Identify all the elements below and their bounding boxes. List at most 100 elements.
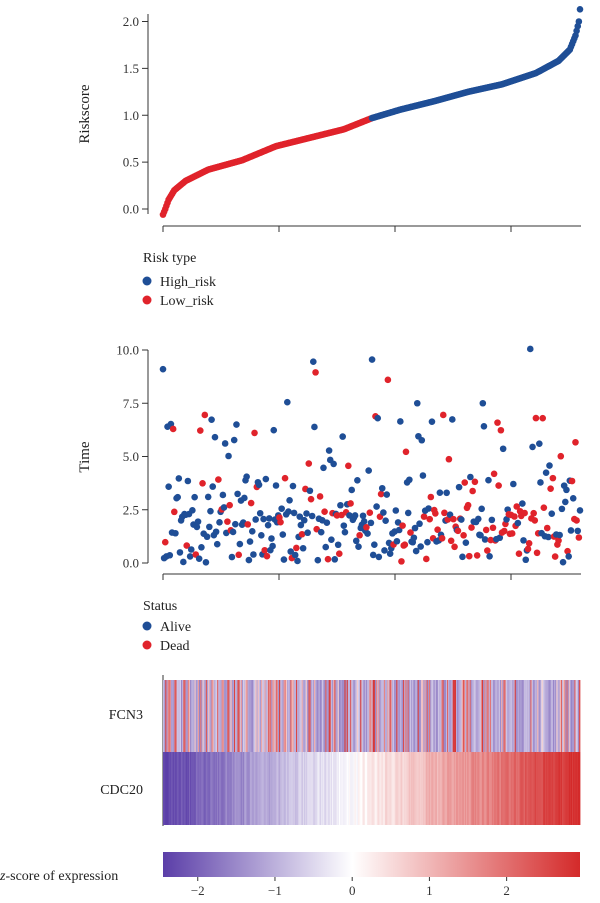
heatmap-cell-fcn3 [306,680,308,752]
time-point [284,398,291,406]
time-point [484,547,491,554]
heatmap-cell-cdc20 [308,752,310,825]
heatmap-cell-fcn3 [177,680,180,752]
heatmap-cell-cdc20 [240,752,243,825]
time-point [314,556,322,564]
heatmap-cell-cdc20 [557,752,559,825]
time-point [176,549,184,556]
heatmap-cell-fcn3 [190,680,192,752]
heatmap-cell-fcn3 [453,680,456,752]
heatmap-cell-fcn3 [374,680,377,752]
time-y-title: Time [77,441,93,472]
heatmap-cell-fcn3 [181,680,183,752]
time-point [406,476,413,484]
heatmap-cell-fcn3 [172,680,174,752]
heatmap-cell-cdc20 [555,752,557,825]
heatmap-cell-fcn3 [288,680,290,752]
time-point [322,543,330,551]
heatmap-cell-cdc20 [234,752,236,825]
heatmap-cell-cdc20 [414,752,416,825]
heatmap-cell-cdc20 [271,752,273,825]
heatmap-cell-cdc20 [397,752,399,825]
heatmap-cell-cdc20 [505,752,508,825]
heatmap-cell-cdc20 [566,752,569,825]
heatmap-cell-fcn3 [361,680,363,752]
heatmap-cell-fcn3 [467,680,469,752]
heatmap-cell-fcn3 [470,680,473,752]
heatmap-cell-cdc20 [166,752,168,825]
heatmap-cell-fcn3 [310,680,313,752]
heatmap-cell-cdc20 [165,752,167,825]
heatmap-cell-fcn3 [327,680,330,752]
heatmap-cell-fcn3 [262,680,264,752]
heatmap-cell-fcn3 [492,680,494,752]
heatmap-cell-cdc20 [219,752,221,825]
heatmap-cell-cdc20 [303,752,306,825]
heatmap-cell-fcn3 [528,680,530,752]
heatmap-cell-cdc20 [366,752,369,825]
heatmap-cell-cdc20 [179,752,182,825]
heatmap-cell-cdc20 [576,752,579,825]
heatmap-cell-cdc20 [547,752,549,825]
heatmap-cell-fcn3 [436,680,439,752]
riskscore-y-tick-label: 0.0 [123,202,139,217]
time-point [261,546,269,554]
time-point [307,495,315,503]
heatmap-cell-cdc20 [529,752,531,825]
heatmap-cell-cdc20 [336,752,339,825]
time-point [413,399,421,407]
heatmap-cell-fcn3 [311,680,314,752]
heatmap-cell-fcn3 [538,680,540,752]
heatmap-cell-cdc20 [235,752,237,825]
heatmap-cell-fcn3 [421,680,423,752]
time-y-tick-label: 5.0 [123,449,139,464]
time-point [308,512,316,520]
heatmap-cell-cdc20 [350,752,352,825]
heatmap-cell-cdc20 [169,752,172,825]
time-point [371,541,378,548]
heatmap-cell-cdc20 [282,752,284,825]
colorbar-title-z: z [0,869,6,884]
heatmap-cell-fcn3 [533,680,536,752]
time-point [407,529,414,536]
heatmap-cell-cdc20 [267,752,270,825]
heatmap-cell-fcn3 [570,680,573,752]
heatmap-cell-fcn3 [433,680,436,752]
expression-heatmap: FCN3 CDC20 [100,675,581,826]
heatmap-cell-fcn3 [494,680,496,752]
time-point [341,528,349,536]
heatmap-cell-fcn3 [364,680,367,752]
heatmap-cell-fcn3 [376,680,378,752]
time-point [383,491,391,498]
heatmap-cell-fcn3 [476,680,478,752]
heatmap-cell-fcn3 [460,680,463,752]
heatmap-cell-fcn3 [256,680,259,752]
heatmap-cell-fcn3 [337,680,340,752]
heatmap-cell-fcn3 [431,680,433,752]
heatmap-cell-fcn3 [295,680,298,752]
heatmap-cell-fcn3 [550,680,553,752]
heatmap-cell-fcn3 [541,680,544,752]
heatmap-cell-cdc20 [394,752,396,825]
heatmap-cell-cdc20 [487,752,490,825]
time-point [526,345,534,353]
heatmap-cell-fcn3 [462,680,465,752]
heatmap-cell-fcn3 [461,680,464,752]
heatmap-cell-fcn3 [267,680,270,752]
heatmap-cell-cdc20 [230,752,233,825]
heatmap-cell-cdc20 [307,752,309,825]
time-point [486,552,493,560]
time-point [300,516,308,524]
heatmap-cell-cdc20 [256,752,259,825]
heatmap-cell-fcn3 [518,680,520,752]
heatmap-cell-fcn3 [537,680,539,752]
heatmap-cell-cdc20 [546,752,548,825]
heatmap-cell-cdc20 [398,752,401,825]
heatmap-cell-cdc20 [293,752,296,825]
heatmap-cell-fcn3 [329,680,332,752]
riskscore-x-ticks [162,226,512,232]
heatmap-cell-fcn3 [559,680,562,752]
heatmap-cell-fcn3 [520,680,522,752]
time-point [169,425,177,433]
time-point [569,494,577,502]
